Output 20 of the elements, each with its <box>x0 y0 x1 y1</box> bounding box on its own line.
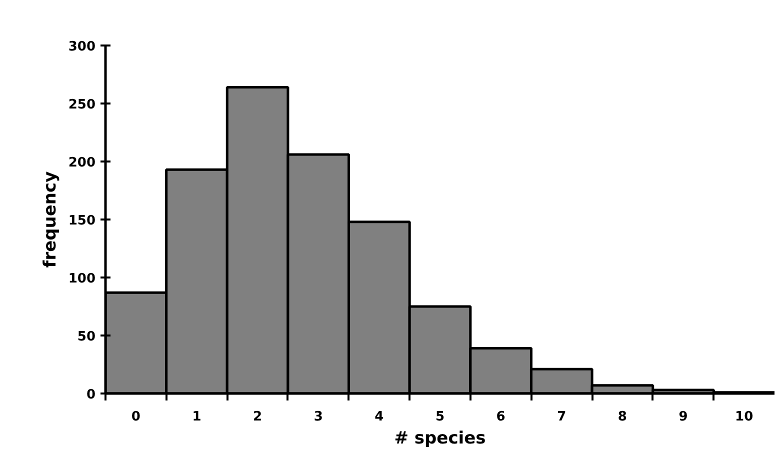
x-tick-label: 2 <box>253 410 262 424</box>
y-tick-label: 150 <box>68 214 96 228</box>
x-tick-label: 3 <box>314 410 323 424</box>
x-tick-label: 9 <box>678 410 688 424</box>
y-tick-label: 200 <box>68 156 96 170</box>
x-tick-label: 0 <box>131 410 140 424</box>
x-tick-label: 8 <box>618 410 627 424</box>
y-tick-label: 50 <box>77 330 96 344</box>
x-tick-label: 6 <box>496 410 506 424</box>
y-tick-label: 250 <box>68 98 96 112</box>
x-tick-label: 10 <box>735 410 754 424</box>
y-axis-title: frequency <box>40 171 60 268</box>
x-tick-label: 1 <box>192 410 202 424</box>
x-tick-label: 7 <box>557 410 566 424</box>
y-tick-label: 300 <box>68 40 96 54</box>
x-axis-title: # species <box>394 428 486 448</box>
x-tick-label: 5 <box>435 410 445 424</box>
x-tick-label: 4 <box>374 410 384 424</box>
y-tick-label: 0 <box>86 388 96 402</box>
y-tick-label: 100 <box>68 272 96 286</box>
